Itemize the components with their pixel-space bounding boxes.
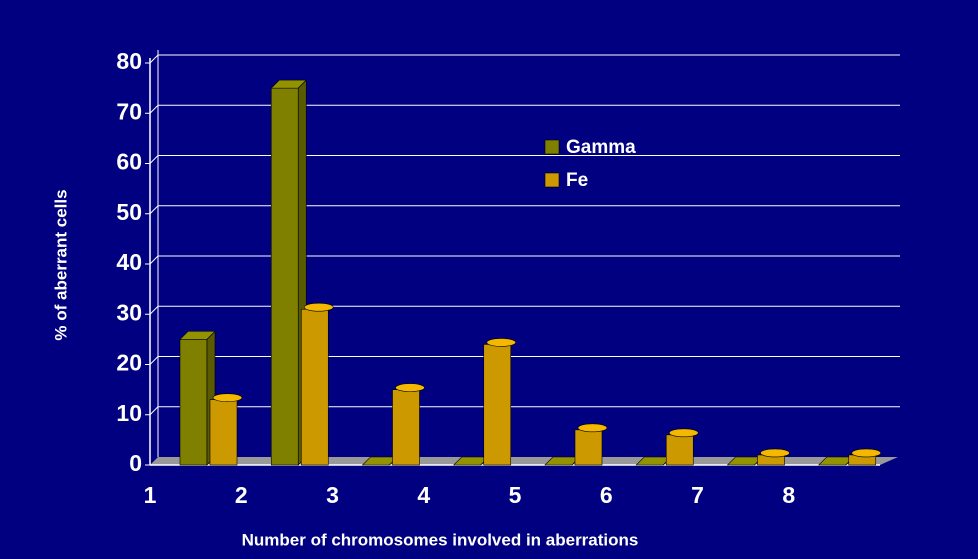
grid-line-side (149, 406, 159, 416)
x-tick-label: 7 (691, 482, 704, 508)
y-tick-label: 70 (116, 98, 142, 124)
x-tick-label: 8 (782, 482, 795, 508)
bar (179, 339, 208, 466)
bar (270, 87, 299, 466)
bar-top (668, 428, 699, 438)
y-tick-label: 50 (116, 199, 142, 225)
bar-top (577, 423, 608, 433)
bar (392, 389, 420, 466)
y-tick-label: 40 (116, 249, 142, 275)
legend-label: Fe (566, 170, 588, 191)
grid-line-side (149, 356, 159, 365)
bar-top (760, 448, 790, 458)
bar-top (303, 302, 334, 312)
y-tick-label: 20 (116, 350, 142, 376)
legend-swatch (544, 139, 560, 155)
bar (483, 344, 512, 466)
y-tick-label: 0 (129, 450, 142, 476)
x-tick-label: 4 (417, 482, 430, 508)
x-tick-label: 1 (144, 482, 157, 508)
x-tick-label: 2 (235, 482, 248, 508)
x-axis-title: Number of chromosomes involved in aberra… (242, 530, 639, 549)
y-axis-title: % of aberrant cells (51, 189, 70, 340)
bar-top (486, 338, 517, 347)
bar-top (212, 393, 243, 402)
bar (300, 308, 329, 466)
grid-line-side (149, 104, 159, 114)
y-tick-label: 10 (116, 400, 142, 426)
legend (538, 132, 666, 196)
y-tick-label: 30 (116, 299, 142, 325)
y-tick-label: 60 (116, 149, 142, 175)
legend-swatch (544, 172, 560, 188)
grid-line-side (149, 205, 159, 215)
grid-line-side (149, 305, 159, 315)
x-tick-label: 5 (509, 482, 522, 508)
grid-line-side (149, 255, 159, 265)
grid-line-side (149, 155, 159, 164)
bar-top (851, 448, 882, 458)
bar (209, 399, 238, 466)
x-tick-label: 6 (600, 482, 613, 508)
bar (665, 434, 694, 466)
legend-label: Gamma (566, 137, 636, 158)
y-tick-label: 80 (116, 48, 142, 74)
bar-top (395, 383, 425, 392)
bar (574, 429, 603, 466)
floor (150, 457, 898, 465)
grid-line-side (149, 54, 159, 64)
x-tick-label: 3 (326, 482, 339, 508)
